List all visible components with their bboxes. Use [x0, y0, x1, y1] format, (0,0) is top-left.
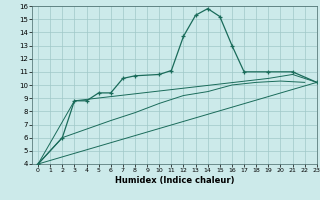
- X-axis label: Humidex (Indice chaleur): Humidex (Indice chaleur): [115, 176, 234, 185]
